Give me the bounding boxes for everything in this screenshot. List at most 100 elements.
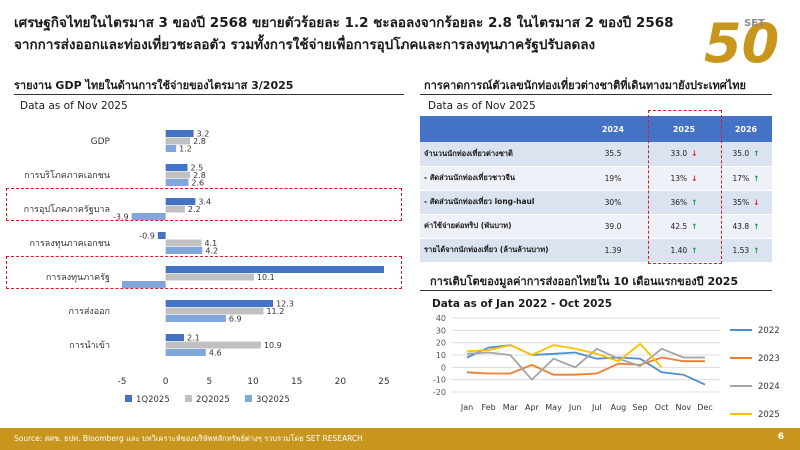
cell-2026: 35.0 ↑ — [720, 142, 772, 167]
row-label: - สัดส่วนนักท่องเที่ยวชาวจีน — [420, 166, 578, 191]
legend-swatch — [185, 395, 192, 402]
cell-2026-text: 35% — [732, 197, 750, 207]
table-header-label — [420, 116, 578, 142]
arrow-down-icon: ↓ — [691, 173, 698, 183]
arrow-up-icon: ↑ — [691, 197, 698, 207]
x-tick-label: Dec — [697, 403, 712, 412]
cell-2026: 43.8 ↑ — [720, 214, 772, 239]
legend-label: 2024 — [758, 382, 780, 392]
x-tick-label: 10 — [247, 377, 259, 387]
y-tick-label: -20 — [433, 388, 446, 397]
data-label: 2.6 — [191, 179, 204, 188]
tourism-table-body: จำนวนนักท่องเที่ยวต่างชาติ 35.5 33.0 ↓ 35.0 ↑… — [420, 142, 772, 263]
headline-line-1: เศรษฐกิจไทยในไตรมาส 3 ของปี 2568 ขยายตัว… — [14, 15, 674, 31]
gdp-as-of: Data as of Nov 2025 — [20, 100, 128, 112]
cell-2024: 39.0 — [578, 214, 648, 239]
cell-2026: 1.53 ↑ — [720, 238, 772, 263]
legend-label: 1Q2025 — [136, 395, 170, 405]
row-label-text: - สัดส่วนนักท่องเที่ยวชาวจีน — [424, 173, 516, 182]
arrow-up-icon: ↑ — [691, 245, 698, 255]
logo-set-text: SET — [744, 18, 765, 29]
cell-2025-text: 42.5 — [670, 221, 688, 231]
cell-2024-text: 19% — [604, 173, 622, 183]
arrow-up-icon: ↑ — [691, 221, 698, 231]
tourism-forecast-table: 2024 2025 2026 จำนวนนักท่องเที่ยวต่างชาต… — [420, 116, 772, 263]
cell-2024-text: 30% — [604, 197, 622, 207]
bar-3Q2025 — [165, 349, 206, 356]
arrow-up-icon: ↑ — [753, 221, 760, 231]
cell-2026-text: 17% — [732, 173, 750, 183]
data-label: 4.1 — [204, 239, 217, 248]
table-row: จำนวนนักท่องเที่ยวต่างชาติ 35.5 33.0 ↓ 35.0 ↑ — [420, 142, 772, 167]
cell-2026: 17% ↑ — [720, 166, 772, 191]
row-label: ค่าใช้จ่ายต่อทริป (พันบาท) — [420, 214, 578, 239]
cell-2025: 13% ↓ — [648, 166, 720, 191]
x-tick-label: May — [545, 403, 562, 412]
bar-1Q2025 — [165, 300, 274, 307]
cell-2024-text: 39.0 — [604, 221, 622, 231]
row-label: จำนวนนักท่องเที่ยวต่างชาติ — [420, 142, 578, 167]
legend-label: 3Q2025 — [256, 395, 290, 405]
bar-3Q2025 — [165, 179, 189, 186]
data-label: -0.9 — [139, 232, 155, 241]
data-label: 2.2 — [188, 205, 201, 214]
bar-2Q2025 — [165, 307, 264, 315]
y-tick-label: 0 — [441, 363, 446, 372]
legend-label: 2Q2025 — [196, 395, 230, 405]
data-label: 1.2 — [179, 145, 192, 154]
x-tick-label: Mar — [503, 403, 519, 412]
cell-2024: 19% — [578, 166, 648, 191]
series-line-2023 — [466, 356, 705, 376]
row-label: รายได้จากนักท่องเที่ยว (ล้านล้านบาท) — [420, 238, 578, 263]
highlight-box-gov-consumption — [6, 188, 402, 221]
page-number: 6 — [777, 432, 784, 442]
bar-1Q2025 — [165, 198, 196, 205]
data-label: 3.2 — [197, 130, 210, 139]
cell-2026-text: 1.53 — [732, 245, 750, 255]
bar-2Q2025 — [165, 205, 185, 213]
data-label: 2.1 — [187, 334, 200, 343]
cell-2025-text: 1.40 — [670, 245, 688, 255]
data-label: 10.9 — [264, 341, 282, 350]
category-label: การบริโภคภาคเอกชน — [24, 170, 110, 181]
x-tick-label: Feb — [482, 403, 496, 412]
legend-swatch — [125, 395, 132, 402]
page-headline: เศรษฐกิจไทยในไตรมาส 3 ของปี 2568 ขยายตัว… — [14, 12, 714, 56]
cell-2025: 33.0 ↓ — [648, 142, 720, 167]
arrow-up-icon: ↑ — [753, 173, 760, 183]
cell-2026: 35% ↓ — [720, 190, 772, 215]
bar-2Q2025 — [165, 341, 261, 349]
x-tick-label: Sep — [633, 403, 648, 412]
data-label: -3.9 — [113, 213, 129, 222]
bar-3Q2025 — [165, 145, 177, 152]
category-label: การอุปโภคภาครัฐบาล — [24, 204, 110, 215]
y-tick-label: 20 — [436, 339, 446, 348]
x-tick-label: Jun — [568, 403, 582, 412]
y-tick-label: 40 — [436, 314, 446, 323]
bar-3Q2025 — [122, 281, 166, 288]
data-label: 6.9 — [229, 315, 242, 324]
footer-bar: Source: สศช. ธปท. Bloomberg และ บทวิเครา… — [0, 428, 800, 450]
legend-swatch — [245, 395, 252, 402]
legend-label: 2023 — [758, 354, 780, 364]
data-label: 10.1 — [257, 273, 275, 282]
cell-2026-text: 43.8 — [732, 221, 750, 231]
set-50th-logo: 50 SET th — [704, 12, 779, 68]
bar-3Q2025 — [165, 247, 203, 254]
category-label: GDP — [91, 137, 111, 147]
cell-2026-text: 35.0 — [732, 149, 750, 159]
bar-1Q2025 — [165, 266, 384, 273]
gdp-section-title: รายงาน GDP ไทยในด้านการใช้จ่ายของไตรมาส … — [14, 79, 294, 92]
x-tick-label: 5 — [206, 377, 212, 387]
data-label: 4.6 — [209, 349, 222, 358]
y-tick-label: 10 — [436, 351, 446, 360]
cell-2025-text: 36% — [670, 197, 688, 207]
headline-line-2: จากการส่งออกและท่องเที่ยวชะลอตัว รวมทั้ง… — [14, 37, 596, 53]
row-label-text: - สัดส่วนนักท่องเที่ยว long-haul — [424, 197, 535, 206]
x-tick-label: 25 — [378, 377, 389, 387]
x-tick-label: 15 — [291, 377, 302, 387]
table-header-row: 2024 2025 2026 — [420, 116, 772, 142]
bar-1Q2025 — [165, 130, 194, 137]
bar-1Q2025 — [165, 334, 185, 341]
data-label: 2.5 — [191, 164, 204, 173]
